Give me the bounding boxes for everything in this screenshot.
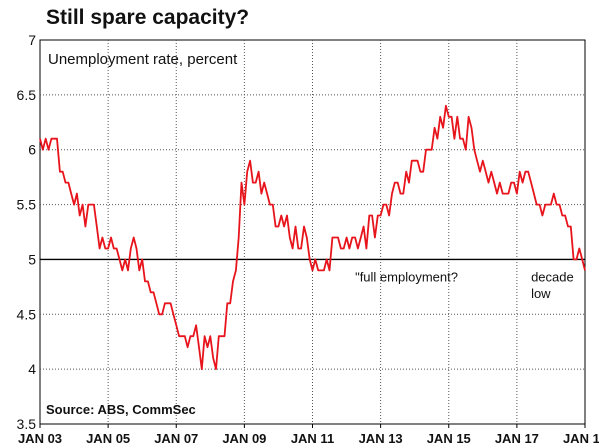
unemployment-rate-line xyxy=(39,104,586,370)
series-layer xyxy=(39,104,586,370)
annotations: "full employment? decade low xyxy=(355,269,574,300)
annotation-text: "full employment? xyxy=(355,269,458,284)
y-tick-label: 6.5 xyxy=(17,87,37,103)
x-tick-label: JAN 19 xyxy=(563,431,599,446)
x-tick-label: JAN 15 xyxy=(427,431,471,446)
chart-subtitle: Unemployment rate, percent xyxy=(48,51,238,68)
x-tick-label: JAN 07 xyxy=(154,431,198,446)
y-tick-label: 4.5 xyxy=(17,306,37,322)
x-tick-label: JAN 13 xyxy=(359,431,403,446)
y-tick-label: 5 xyxy=(28,251,36,267)
y-tick-label: 6 xyxy=(28,142,36,158)
x-tick-label: JAN 03 xyxy=(18,431,62,446)
x-tick-label: JAN 11 xyxy=(291,431,334,446)
x-axis-ticks: JAN 03 JAN 05 JAN 07 JAN 09 JAN 11 JAN 13 JAN … xyxy=(18,424,599,446)
y-tick-label: 7 xyxy=(28,32,36,48)
y-tick-label: 5.5 xyxy=(17,197,37,213)
y-tick-label: 4 xyxy=(28,361,36,377)
chart-title: Still spare capacity? xyxy=(46,6,250,29)
x-tick-label: JAN 17 xyxy=(495,431,539,446)
x-tick-label: JAN 05 xyxy=(86,431,130,446)
annotation-text: decade xyxy=(531,269,574,284)
source-note: Source: ABS, CommSec xyxy=(46,402,196,417)
annotation-text: low xyxy=(531,286,551,301)
x-tick-label: JAN 09 xyxy=(222,431,266,446)
y-tick-label: 3.5 xyxy=(17,416,37,432)
grid-lines xyxy=(40,40,585,424)
y-axis-ticks: 3.5 4 4.5 5 5.5 6 6.5 7 xyxy=(17,32,37,432)
